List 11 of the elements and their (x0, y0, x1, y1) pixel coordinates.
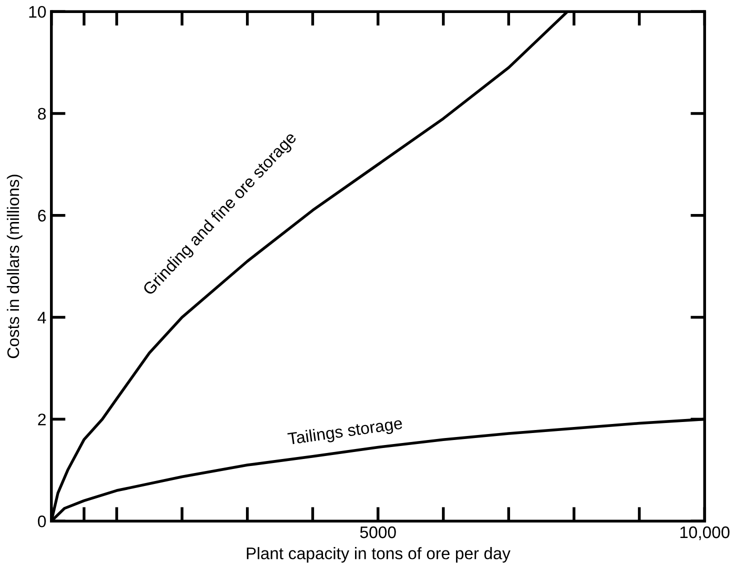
y-tick-label: 0 (38, 516, 46, 528)
annotation: Tailings storage (287, 416, 404, 448)
y-axis-title: Costs in dollars (millions) (6, 174, 22, 358)
x-tick-label: 10,000 (680, 526, 730, 540)
y-tick-label: 2 (38, 414, 46, 426)
y-tick-label: 8 (38, 108, 46, 120)
y-tick-label: 10 (29, 6, 46, 18)
y-tick-label: 4 (38, 312, 46, 324)
y-tick-label: 6 (38, 210, 46, 222)
x-tick-label: 5000 (360, 526, 396, 538)
x-axis-title: Plant capacity in tons of ore per day (246, 547, 510, 563)
